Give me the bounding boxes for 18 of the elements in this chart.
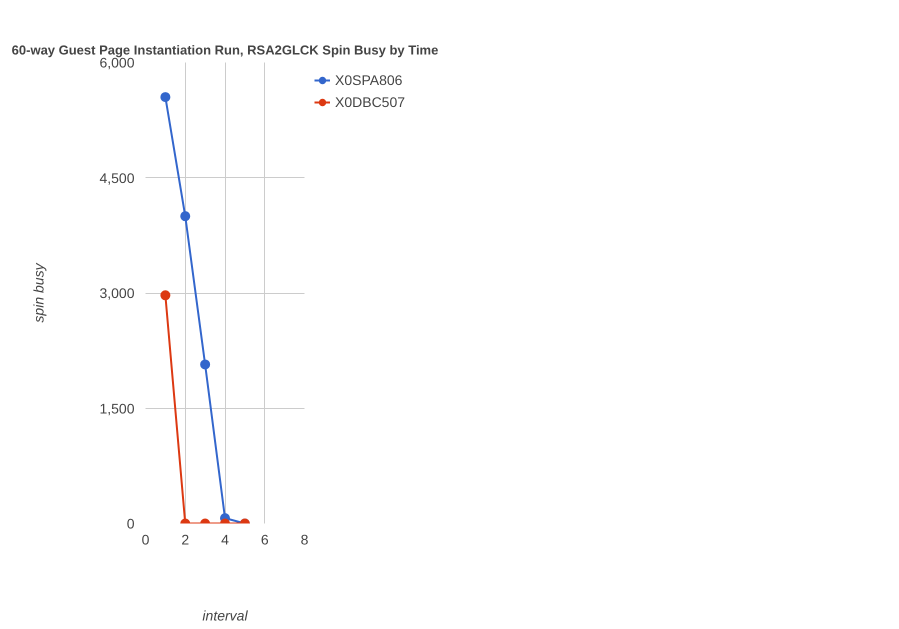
point — [160, 92, 170, 102]
y-axis-title: spin busy — [30, 262, 46, 323]
y-tick-label: 4,500 — [99, 170, 135, 186]
point — [160, 290, 170, 300]
x-axis-title: interval — [202, 608, 248, 624]
x-tick-label: 6 — [260, 532, 269, 548]
x-tick-label: 2 — [181, 532, 190, 548]
y-tick-label: 1,500 — [99, 400, 135, 416]
x-tick-label: 4 — [221, 532, 230, 548]
chart-title: 60-way Guest Page Instantiation Run, RSA2GLCK Spin Busy by Time — [12, 42, 438, 58]
legend-label: X0DBC507 — [335, 94, 406, 110]
x-tick-label: 8 — [300, 532, 309, 548]
legend-label: X0SPA806 — [335, 72, 402, 88]
x-tick-label: 0 — [142, 532, 150, 548]
point — [180, 211, 190, 222]
y-tick-label: 3,000 — [99, 285, 135, 301]
point — [200, 359, 210, 370]
y-tick-label: 0 — [126, 516, 135, 532]
